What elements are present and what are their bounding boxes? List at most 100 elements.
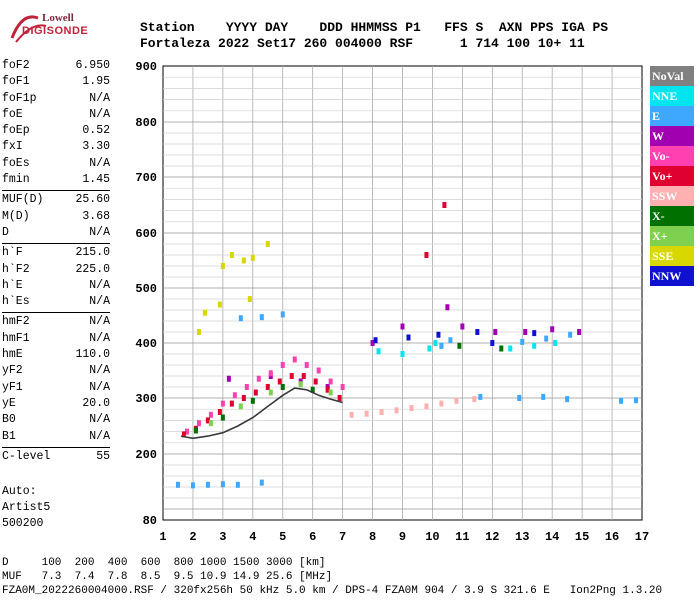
- param-separator: [2, 190, 110, 192]
- param-value: 215.0: [75, 246, 110, 260]
- echo-point: [298, 381, 303, 388]
- y-tick-label: 800: [135, 116, 157, 130]
- param-value: 110.0: [75, 348, 110, 362]
- echo-point: [205, 481, 210, 488]
- echo-point: [439, 342, 444, 349]
- x-tick-label: 2: [189, 530, 196, 544]
- trace-curve: [180, 387, 343, 440]
- echo-point: [196, 329, 201, 335]
- echo-point: [235, 481, 240, 488]
- x-tick-label: 17: [635, 530, 649, 544]
- echo-point: [196, 420, 201, 427]
- echo-point: [238, 403, 243, 410]
- echo-point: [181, 431, 186, 438]
- y-tick-label: 700: [135, 171, 157, 185]
- logo-line1: Lowell: [42, 12, 74, 24]
- param-value: N/A: [89, 380, 110, 394]
- echo-point: [229, 252, 234, 258]
- echo-point: [409, 405, 414, 412]
- param-value: 20.0: [82, 396, 110, 410]
- param-separator: [2, 312, 110, 314]
- param-row: h`F2 225.0: [2, 262, 110, 278]
- x-tick-label: 14: [545, 530, 559, 544]
- echo-point: [379, 409, 384, 415]
- echo-point: [427, 345, 432, 352]
- param-name: foF1: [2, 75, 30, 89]
- echo-point: [265, 384, 270, 390]
- y-tick-label: 900: [135, 60, 157, 74]
- x-tick-label: 1: [159, 530, 166, 544]
- echo-point: [634, 397, 639, 404]
- param-value: 3.30: [82, 140, 110, 154]
- param-row: B1 N/A: [2, 429, 110, 445]
- param-row: C-level 55: [2, 449, 110, 465]
- echo-point: [280, 384, 285, 390]
- param-name: B1: [2, 429, 16, 443]
- echo-point: [520, 338, 525, 345]
- x-tick-label: 4: [249, 530, 256, 544]
- param-name: yF1: [2, 380, 23, 394]
- echo-point: [217, 409, 222, 415]
- x-tick-label: 3: [219, 530, 226, 544]
- echo-point: [424, 403, 429, 410]
- legend-entry: E: [650, 106, 694, 126]
- param-value: 3.68: [82, 209, 110, 223]
- param-value: 225.0: [75, 262, 110, 276]
- echo-point: [553, 340, 558, 346]
- header-line2: Fortaleza 2022 Set17 260 004000 RSF 1 71…: [140, 36, 585, 51]
- param-value: N/A: [89, 278, 110, 292]
- y-tick-label: 600: [135, 227, 157, 241]
- echo-point: [400, 351, 405, 357]
- echo-point: [472, 396, 477, 403]
- param-name: C-level: [2, 449, 51, 463]
- polarization-legend: NoVal NNE E W Vo- Vo+ SSW X- X+ SSE NNW: [650, 66, 694, 286]
- echo-point: [493, 329, 498, 335]
- param-row: fxI 3.30: [2, 139, 110, 155]
- echo-point: [424, 252, 429, 258]
- legend-entry: NNE: [650, 86, 694, 106]
- echo-point: [241, 257, 246, 264]
- echo-point: [205, 417, 210, 424]
- echo-point: [190, 482, 195, 489]
- echo-point: [220, 414, 225, 421]
- param-value: N/A: [89, 91, 110, 105]
- param-row: foEs N/A: [2, 156, 110, 172]
- param-row: yE 20.0: [2, 396, 110, 412]
- param-row: yF1 N/A: [2, 380, 110, 396]
- footer-muf-row: MUF 7.3 7.4 7.8 8.5 9.5 10.9 14.9 25.6 […: [2, 571, 333, 583]
- echo-point: [400, 323, 405, 330]
- echo-point: [268, 370, 273, 377]
- x-tick-label: 6: [309, 530, 316, 544]
- param-row: B0 N/A: [2, 412, 110, 428]
- echo-point: [313, 378, 318, 385]
- echo-point: [433, 340, 438, 346]
- echo-point: [259, 479, 264, 486]
- echo-point: [337, 395, 342, 401]
- echo-point: [175, 481, 180, 488]
- echo-point: [460, 323, 465, 330]
- param-value: 0.52: [82, 124, 110, 138]
- x-tick-label: 7: [339, 530, 346, 544]
- legend-entry: SSE: [650, 246, 694, 266]
- param-name: M(D): [2, 209, 30, 223]
- param-name: h`F: [2, 246, 23, 260]
- param-row: hmF1 N/A: [2, 331, 110, 347]
- legend-entry: Vo+: [650, 166, 694, 186]
- echo-point: [220, 481, 225, 488]
- x-tick-label: 16: [605, 530, 619, 544]
- logo-line2: DIGISONDE: [22, 25, 89, 37]
- auto-scaling-info: Auto: Artist5 500200: [2, 484, 50, 532]
- echo-point: [289, 373, 294, 379]
- param-name: foEs: [2, 156, 30, 170]
- echo-point: [445, 304, 450, 311]
- x-tick-label: 13: [515, 530, 529, 544]
- echo-point: [478, 393, 483, 400]
- param-name: h`E: [2, 278, 23, 292]
- echo-point: [217, 301, 222, 308]
- param-row: foE N/A: [2, 107, 110, 123]
- echo-point: [310, 386, 315, 393]
- param-name: foF2: [2, 59, 30, 72]
- x-tick-label: 8: [369, 530, 376, 544]
- echo-point: [250, 254, 255, 261]
- x-tick-label: 5: [279, 530, 286, 544]
